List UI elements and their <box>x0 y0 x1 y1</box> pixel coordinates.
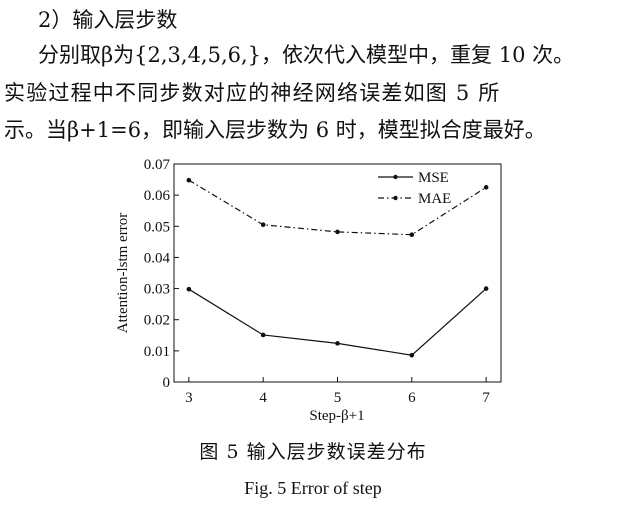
y-tick-label: 0.01 <box>144 344 170 360</box>
x-axis-label: Step-β+1 <box>309 408 364 424</box>
error-line-chart: 0 0.01 0.02 0.03 0.04 0.05 0.06 0.07 3 4 5 6 7 Atte… <box>115 157 502 424</box>
y-tick-label: 0.04 <box>144 250 171 266</box>
legend-marker-mae <box>393 195 398 201</box>
paragraph-line: 分别取β为{2,3,4,5,6,}，依次代入模型中，重复 10 次。 <box>38 43 575 67</box>
data-point-mae <box>483 185 489 190</box>
legend-label-mse: MSE <box>418 170 449 186</box>
data-point-mae <box>260 222 266 228</box>
figure-caption-cn: 图 5 输入层步数误差分布 <box>199 441 427 463</box>
data-point-mae <box>335 229 340 235</box>
series-group <box>186 177 489 358</box>
data-point-mse <box>260 332 266 338</box>
y-tick-label: 0.05 <box>144 219 170 235</box>
data-point-mse <box>409 352 415 358</box>
y-tick-label: 0.03 <box>144 282 170 298</box>
series-line-mae <box>188 179 487 236</box>
data-point-mse <box>335 341 340 346</box>
data-point-mae <box>186 177 192 183</box>
data-point-mse <box>483 286 489 291</box>
data-point-mse <box>186 286 192 292</box>
x-tick-label: 3 <box>185 390 193 406</box>
x-tick-label: 5 <box>334 390 342 406</box>
x-tick-label: 7 <box>482 390 490 406</box>
figure-caption-en: Fig. 5 Error of step <box>244 478 382 498</box>
paragraph-line: 实验过程中不同步数对应的神经网络误差如图 5 所 <box>4 81 501 105</box>
y-tick-label: 0.02 <box>144 313 170 329</box>
data-point-mae <box>409 232 415 237</box>
y-tick-label: 0.07 <box>144 157 171 173</box>
section-heading: 2）输入层步数 <box>38 8 178 32</box>
x-axis-ticks: 3 4 5 6 7 <box>185 377 490 406</box>
plot-frame <box>173 163 502 383</box>
x-tick-label: 6 <box>408 390 416 406</box>
x-tick-label: 4 <box>259 390 267 406</box>
legend-label-mae: MAE <box>418 191 451 207</box>
y-axis-ticks: 0 0.01 0.02 0.03 0.04 0.05 0.06 0.07 <box>144 157 179 391</box>
y-tick-label: 0.06 <box>144 188 171 204</box>
y-axis-label: Attention-lstm error <box>115 213 131 333</box>
legend-marker-mse <box>393 174 398 180</box>
legend: MSE MAE <box>378 170 451 207</box>
paragraph-line: 示。当β+1=6，即输入层步数为 6 时，模型拟合度最好。 <box>4 118 546 142</box>
y-tick-label: 0 <box>163 375 171 391</box>
